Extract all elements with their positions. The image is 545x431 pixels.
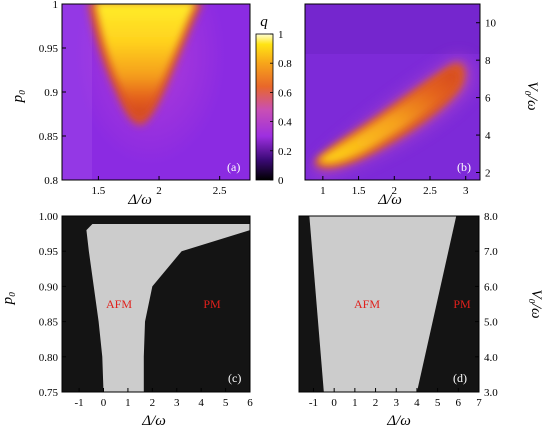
panel-b-label: (b): [457, 160, 471, 174]
y-tick-label: 0.8: [44, 175, 58, 187]
panel-b-yticks: 2 4 6 8 10: [476, 18, 497, 180]
x-tick-label: 2.5: [213, 185, 227, 197]
panel-c-pm-label: PM: [203, 297, 221, 311]
y-tick-label: 2: [485, 168, 491, 180]
panel-d-xticks: -1 0 1 2 3 4 5 6 7: [309, 388, 482, 409]
x-tick-label: 1: [320, 185, 326, 197]
y-tick-label: 7.0: [484, 246, 498, 258]
panel-d-afm-region: [309, 216, 457, 392]
y-tick-label: 6: [485, 93, 491, 105]
panel-d-yticks: 3.0 4.0 5.0 6.0 7.0 8.0: [475, 211, 498, 399]
x-tick-label: 5: [435, 397, 441, 409]
panel-b-top-shade: [305, 4, 480, 54]
colorbar-tick-label: 0.6: [278, 87, 292, 99]
x-tick-label: 3: [463, 185, 469, 197]
panel-c-xticks: -1 0 1 2 3 4 5 6: [75, 388, 253, 409]
panel-c-xlabel: Δ/ω: [141, 413, 166, 429]
y-tick-label: 0.75: [39, 387, 59, 399]
panel-a: (a) 1.5 2 2.5 0.8 0.85 0.9 0.95 1 Δ/ω p₀: [10, 0, 251, 208]
x-tick-label: 1.5: [92, 185, 106, 197]
panel-a-label: (a): [227, 160, 240, 174]
panel-d-label: (d): [453, 371, 467, 385]
y-tick-label: 1: [53, 0, 59, 11]
y-tick-label: 0.85: [39, 317, 59, 329]
panel-d-ylabel: V₀/ω: [528, 289, 544, 318]
panel-b-frame: [304, 3, 481, 181]
colorbar-tick-label: 0.2: [278, 146, 292, 158]
y-tick-label: 8.0: [484, 211, 498, 223]
y-tick-label: 0.9: [44, 87, 58, 99]
panel-a-yticks: 0.8 0.85 0.9 0.95 1: [39, 0, 66, 187]
panel-d-afm-label: AFM: [354, 297, 380, 311]
panel-d-xlabel: Δ/ω: [386, 413, 411, 429]
y-tick-label: 3.0: [484, 387, 498, 399]
y-tick-label: 6.0: [484, 281, 498, 293]
y-tick-label: 5.0: [484, 317, 498, 329]
y-tick-label: 4: [485, 130, 491, 142]
panel-b-ylabel: V₀/ω: [524, 81, 540, 110]
x-tick-label: 2: [156, 185, 162, 197]
panel-b: (b) 1 1.5 2 2.5 3 2 4 6 8 10 Δ/ω V₀/ω: [304, 3, 540, 208]
panel-b-xlabel: Δ/ω: [377, 192, 402, 208]
x-tick-label: 2: [392, 185, 398, 197]
panel-d-frame: [298, 215, 480, 393]
x-tick-label: 0: [101, 397, 107, 409]
y-tick-label: 1.00: [39, 211, 59, 223]
panel-c-afm-label: AFM: [106, 297, 132, 311]
colorbar-label: q: [260, 14, 268, 30]
colorbar-ticks: 0 0.2 0.4 0.6 0.8 1: [270, 29, 292, 187]
panel-c-frame: [61, 215, 251, 393]
x-tick-label: 6: [456, 397, 462, 409]
panel-c-yticks: 0.75 0.80 0.85 0.90 0.95 1.00: [39, 211, 66, 399]
colorbar-tick-label: 0.8: [278, 58, 292, 70]
panel-a-xticks: 1.5 2 2.5: [92, 176, 227, 197]
x-tick-label: 6: [247, 397, 253, 409]
panel-c: AFM PM (c) -1 0 1 2 3 4 5 6 0.75 0.80 0.85 0.90 0.9…: [0, 211, 253, 429]
y-tick-label: 10: [485, 18, 497, 30]
panel-a-peak-region: [95, 4, 196, 115]
y-tick-label: 8: [485, 55, 491, 67]
x-tick-label: 4: [414, 397, 420, 409]
x-tick-label: 4: [198, 397, 204, 409]
x-tick-label: 7: [476, 397, 482, 409]
x-tick-label: 2: [150, 397, 156, 409]
colorbar-tick-label: 0.4: [278, 117, 292, 129]
y-tick-label: 4.0: [484, 352, 498, 364]
colorbar-ramp: [255, 33, 274, 181]
panel-a-ylabel: p₀: [10, 90, 26, 104]
panel-d-pm-label: PM: [453, 297, 471, 311]
x-tick-label: 3: [393, 397, 399, 409]
colorbar-tick-label: 0: [278, 175, 284, 187]
panel-c-afm-region: [86, 224, 250, 392]
x-tick-label: 1.5: [352, 185, 366, 197]
x-tick-label: 0: [331, 397, 337, 409]
panel-c-ylabel: p₀: [0, 292, 16, 306]
x-tick-label: 3: [174, 397, 180, 409]
x-tick-label: 2.5: [423, 185, 437, 197]
y-tick-label: 0.90: [39, 281, 59, 293]
x-tick-label: 5: [223, 397, 229, 409]
x-tick-label: -1: [309, 397, 318, 409]
x-tick-label: 2: [373, 397, 379, 409]
y-tick-label: 0.85: [39, 131, 59, 143]
panel-b-xticks: 1 1.5 2 2.5 3: [320, 176, 469, 197]
colorbar-tick-label: 1: [278, 29, 284, 41]
x-tick-label: 1: [352, 397, 358, 409]
panel-a-xlabel: Δ/ω: [127, 192, 152, 208]
y-tick-label: 0.80: [39, 352, 59, 364]
panel-b-ridge-core: [318, 70, 458, 164]
y-tick-label: 0.95: [39, 246, 59, 258]
panel-c-label: (c): [228, 371, 241, 385]
x-tick-label: 1: [125, 397, 131, 409]
x-tick-label: -1: [75, 397, 84, 409]
y-tick-label: 0.95: [39, 43, 59, 55]
panel-d: AFM PM (d) -1 0 1 2 3 4 5 6 7 3.0 4.0 5.0 6.0 7.0 8.0…: [298, 211, 544, 429]
colorbar: q 0 0.2 0.4 0.6 0.8 1: [255, 14, 292, 187]
